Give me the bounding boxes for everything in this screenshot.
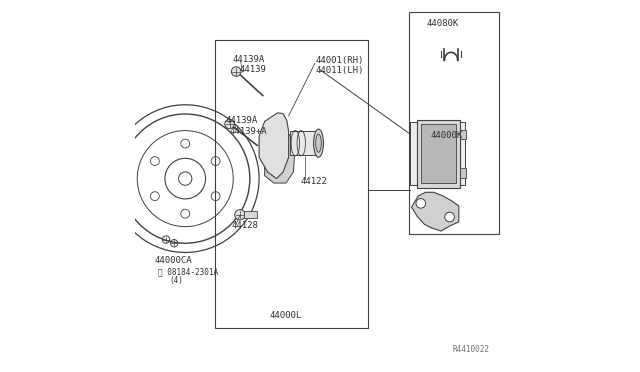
Circle shape — [416, 199, 426, 208]
Bar — [290, 131, 319, 155]
Text: 44000L: 44000L — [269, 311, 301, 320]
Text: 44139+A: 44139+A — [230, 127, 267, 136]
Polygon shape — [264, 131, 295, 183]
Ellipse shape — [314, 129, 323, 157]
Text: 44139A: 44139A — [226, 116, 258, 125]
Bar — [215, 40, 368, 328]
Text: 44080K: 44080K — [426, 19, 459, 28]
Ellipse shape — [316, 134, 321, 152]
Text: (4): (4) — [170, 276, 183, 285]
Text: 44000CA: 44000CA — [155, 256, 192, 265]
Text: 44128: 44128 — [232, 221, 259, 230]
Text: 44011(LH): 44011(LH) — [316, 66, 364, 75]
Bar — [244, 211, 257, 218]
Circle shape — [235, 210, 245, 220]
Circle shape — [225, 119, 234, 129]
Text: 44001(RH): 44001(RH) — [316, 56, 364, 65]
Bar — [410, 122, 465, 185]
Circle shape — [445, 212, 454, 222]
Bar — [421, 124, 456, 183]
Bar — [417, 119, 460, 188]
Text: R4410022: R4410022 — [453, 345, 490, 354]
Bar — [408, 13, 499, 234]
Polygon shape — [259, 113, 289, 179]
Bar — [460, 168, 466, 177]
Text: 44139: 44139 — [240, 65, 267, 74]
Text: 44122: 44122 — [301, 177, 328, 186]
Circle shape — [232, 67, 241, 76]
Text: Ⓑ 08184-2301A: Ⓑ 08184-2301A — [157, 267, 218, 276]
Polygon shape — [412, 192, 459, 231]
Text: 44000K: 44000K — [431, 131, 463, 140]
Text: 44139A: 44139A — [232, 55, 265, 64]
Bar — [460, 130, 466, 140]
